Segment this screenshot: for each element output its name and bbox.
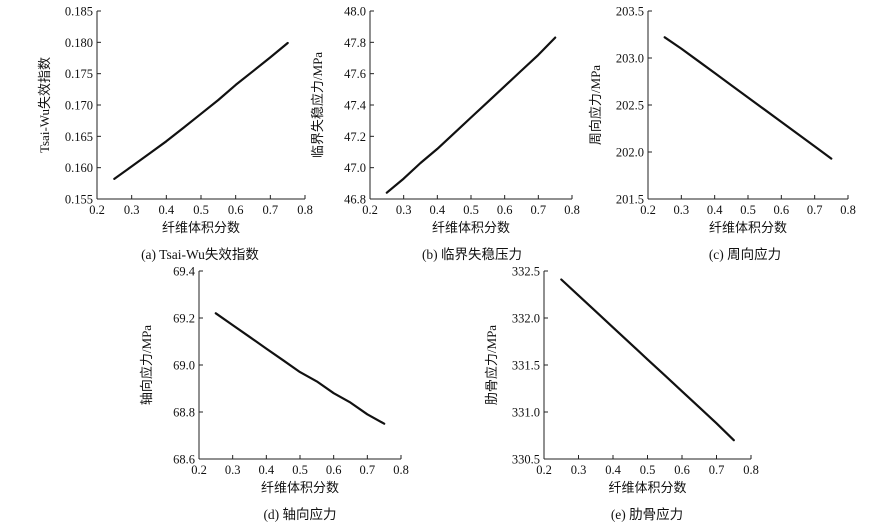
series-line — [385, 36, 557, 194]
x-tick-label: 0.6 — [228, 203, 244, 217]
y-tick-label: 202.5 — [616, 99, 644, 113]
x-tick-label: 0.8 — [297, 203, 313, 217]
x-tick-label: 0.7 — [263, 203, 279, 217]
x-tick-label: 0.6 — [674, 463, 690, 477]
panel-caption: (d) 轴向应力 — [263, 506, 336, 522]
y-tick-label: 69.0 — [173, 359, 195, 373]
x-tick-label: 0.3 — [571, 463, 587, 477]
y-tick-label: 201.5 — [616, 193, 644, 207]
panel-a-tsai-wu-failure-index: 0.2 0.3 0.4 0.5 0.6 0.7 0.8 0.155 0.160 0.165 0.17… — [37, 5, 313, 263]
y-tick-label: 68.8 — [173, 406, 195, 420]
y-tick-label: 202.0 — [616, 146, 644, 160]
x-tick-label: 0.3 — [674, 203, 690, 217]
y-tick-label: 47.2 — [344, 130, 366, 144]
x-axis-label: 纤维体积分数 — [162, 220, 240, 235]
series-line — [113, 41, 289, 180]
x-tick-label: 0.8 — [564, 203, 580, 217]
y-tick-label: 203.0 — [616, 52, 644, 66]
y-tick-label: 0.165 — [65, 130, 93, 144]
y-axis-label: 肋骨应力/MPa — [484, 325, 499, 405]
x-tick-label: 0.6 — [774, 203, 790, 217]
y-tick-label: 48.0 — [344, 5, 366, 19]
x-tick-label: 0.6 — [497, 203, 513, 217]
y-tick-label: 332.0 — [512, 312, 540, 326]
x-tick-label: 0.8 — [743, 463, 759, 477]
x-tick-label: 0.3 — [225, 463, 241, 477]
y-tick-label: 0.160 — [65, 161, 93, 175]
y-tick-label: 332.5 — [512, 265, 540, 279]
y-tick-label: 47.8 — [344, 36, 366, 50]
panel-caption: (b) 临界失稳压力 — [422, 247, 522, 262]
y-tick-label: 331.0 — [512, 406, 540, 420]
x-tick-label: 0.5 — [292, 463, 308, 477]
x-tick-label: 0.2 — [640, 203, 656, 217]
x-tick-label: 0.5 — [740, 203, 756, 217]
y-tick-label: 0.185 — [65, 5, 93, 19]
y-tick-label: 0.170 — [65, 99, 93, 113]
y-axis-label: 临界失稳应力/MPa — [310, 52, 325, 158]
x-tick-label: 0.5 — [193, 203, 209, 217]
panel-b-critical-buckling-pressure: 0.2 0.3 0.4 0.5 0.6 0.7 0.8 46.8 47.0 47.2 47.4 47.… — [310, 5, 580, 263]
series-line — [214, 312, 386, 425]
panel-d-axial-stress: 0.2 0.3 0.4 0.5 0.6 0.7 0.8 68.6 68.8 69.0 69.2 69.… — [139, 265, 409, 523]
y-tick-label: 203.5 — [616, 5, 644, 19]
panel-caption: (e) 肋骨应力 — [611, 506, 683, 522]
x-tick-label: 0.7 — [807, 203, 823, 217]
x-tick-label: 0.7 — [360, 463, 376, 477]
panel-caption: (c) 周向应力 — [709, 246, 781, 262]
panel-caption: (a) Tsai-Wu失效指数 — [141, 247, 259, 262]
x-tick-label: 0.8 — [393, 463, 409, 477]
y-tick-label: 68.6 — [173, 453, 195, 467]
x-axis-label: 纤维体积分数 — [709, 220, 787, 235]
x-axis-label: 纤维体积分数 — [261, 480, 339, 495]
y-tick-label: 0.180 — [65, 36, 93, 50]
x-tick-label: 0.2 — [536, 463, 552, 477]
series-line — [663, 36, 833, 160]
y-axis-label: 周向应力/MPa — [588, 65, 603, 145]
x-tick-label: 0.7 — [709, 463, 725, 477]
y-axis-label: Tsai-Wu失效指数 — [37, 57, 52, 153]
y-tick-label: 47.0 — [344, 161, 366, 175]
x-tick-label: 0.8 — [840, 203, 856, 217]
series-line — [560, 278, 735, 442]
x-tick-label: 0.2 — [89, 203, 105, 217]
y-tick-label: 46.8 — [344, 193, 366, 207]
x-tick-label: 0.2 — [362, 203, 378, 217]
x-tick-label: 0.2 — [191, 463, 207, 477]
x-tick-label: 0.5 — [463, 203, 479, 217]
x-tick-label: 0.7 — [531, 203, 547, 217]
x-tick-label: 0.4 — [259, 463, 275, 477]
y-tick-label: 69.2 — [173, 312, 195, 326]
x-tick-label: 0.4 — [605, 463, 621, 477]
y-tick-label: 330.5 — [512, 453, 540, 467]
x-axis-label: 纤维体积分数 — [432, 220, 510, 235]
y-tick-label: 47.6 — [344, 67, 366, 81]
panel-e-rib-stress: 0.2 0.3 0.4 0.5 0.6 0.7 0.8 330.5 331.0 331.5 332.… — [484, 265, 759, 523]
x-tick-label: 0.4 — [707, 203, 723, 217]
x-tick-label: 0.6 — [326, 463, 342, 477]
y-tick-label: 69.4 — [173, 265, 196, 279]
x-tick-label: 0.4 — [159, 203, 175, 217]
y-tick-label: 331.5 — [512, 359, 540, 373]
x-tick-label: 0.5 — [640, 463, 656, 477]
x-tick-label: 0.4 — [430, 203, 446, 217]
x-tick-label: 0.3 — [396, 203, 412, 217]
y-axis-label: 轴向应力/MPa — [139, 325, 154, 405]
x-tick-label: 0.3 — [124, 203, 140, 217]
x-axis-label: 纤维体积分数 — [608, 480, 686, 495]
y-tick-label: 0.155 — [65, 193, 93, 207]
panel-c-hoop-stress: 0.2 0.3 0.4 0.5 0.6 0.7 0.8 201.5 202.0 202.5 203.… — [588, 5, 856, 263]
y-tick-label: 0.175 — [65, 67, 93, 81]
y-tick-label: 47.4 — [344, 99, 367, 113]
